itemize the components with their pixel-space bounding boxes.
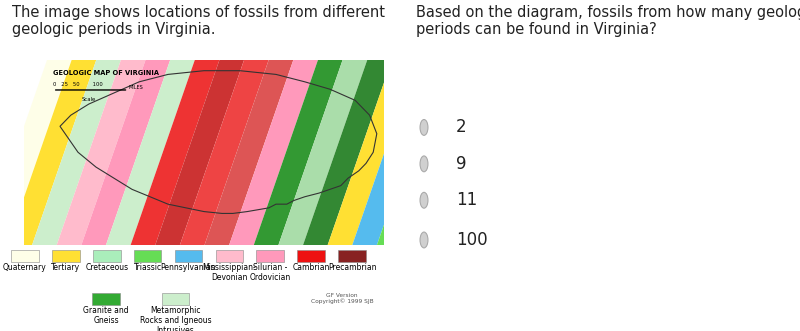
Text: Cretaceous: Cretaceous — [85, 263, 128, 272]
Polygon shape — [216, 23, 331, 282]
Polygon shape — [142, 23, 257, 282]
Polygon shape — [339, 23, 454, 282]
Polygon shape — [93, 23, 208, 282]
Polygon shape — [315, 23, 430, 282]
Polygon shape — [118, 23, 233, 282]
Text: 100: 100 — [456, 231, 488, 249]
Ellipse shape — [420, 192, 428, 208]
Ellipse shape — [420, 232, 428, 248]
Text: Silurian -
Ordovician: Silurian - Ordovician — [250, 263, 291, 282]
Polygon shape — [192, 23, 306, 282]
Bar — [134, 250, 162, 262]
Text: Based on the diagram, fossils from how many geologic
periods can be found in Vir: Based on the diagram, fossils from how m… — [416, 5, 800, 37]
Bar — [93, 250, 121, 262]
Bar — [257, 250, 284, 262]
Text: Precambrian: Precambrian — [328, 263, 376, 272]
Polygon shape — [69, 23, 183, 282]
Ellipse shape — [420, 156, 428, 172]
Text: The image shows locations of fossils from different
geologic periods in Virginia: The image shows locations of fossils fro… — [12, 5, 385, 37]
Bar — [162, 293, 190, 305]
Bar — [11, 250, 38, 262]
Text: Granite and
Gneiss: Granite and Gneiss — [83, 307, 129, 325]
Polygon shape — [389, 23, 503, 282]
Polygon shape — [364, 23, 478, 282]
Polygon shape — [241, 23, 355, 282]
Text: 2: 2 — [456, 118, 466, 136]
Bar — [215, 250, 243, 262]
Polygon shape — [19, 23, 134, 282]
Text: Mississippian-
Devonian: Mississippian- Devonian — [202, 263, 256, 282]
Text: Tertiary: Tertiary — [51, 263, 80, 272]
Bar — [298, 250, 325, 262]
Text: 0   25   50        100: 0 25 50 100 — [53, 82, 102, 87]
Text: Quaternary: Quaternary — [3, 263, 46, 272]
Polygon shape — [44, 23, 158, 282]
Polygon shape — [167, 23, 282, 282]
Polygon shape — [414, 23, 528, 282]
Text: 9: 9 — [456, 155, 466, 173]
Polygon shape — [290, 23, 405, 282]
Text: 11: 11 — [456, 191, 478, 209]
Ellipse shape — [420, 119, 428, 135]
Text: GF Version
Copyright© 1999 SJB: GF Version Copyright© 1999 SJB — [310, 293, 374, 304]
Bar — [52, 250, 80, 262]
Polygon shape — [0, 23, 110, 282]
Bar — [338, 250, 366, 262]
Text: Pennsylvanian: Pennsylvanian — [161, 263, 216, 272]
Bar — [174, 250, 202, 262]
Polygon shape — [266, 23, 380, 282]
Text: GEOLOGIC MAP OF VIRGINIA: GEOLOGIC MAP OF VIRGINIA — [53, 70, 158, 76]
Text: MILES: MILES — [128, 85, 143, 90]
Polygon shape — [0, 23, 85, 282]
Text: Scale: Scale — [82, 97, 96, 102]
Bar — [93, 293, 120, 305]
Text: Triassic: Triassic — [134, 263, 162, 272]
Text: Cambrian: Cambrian — [293, 263, 330, 272]
Text: Metamorphic
Rocks and Igneous
Intrusives: Metamorphic Rocks and Igneous Intrusives — [140, 307, 211, 331]
